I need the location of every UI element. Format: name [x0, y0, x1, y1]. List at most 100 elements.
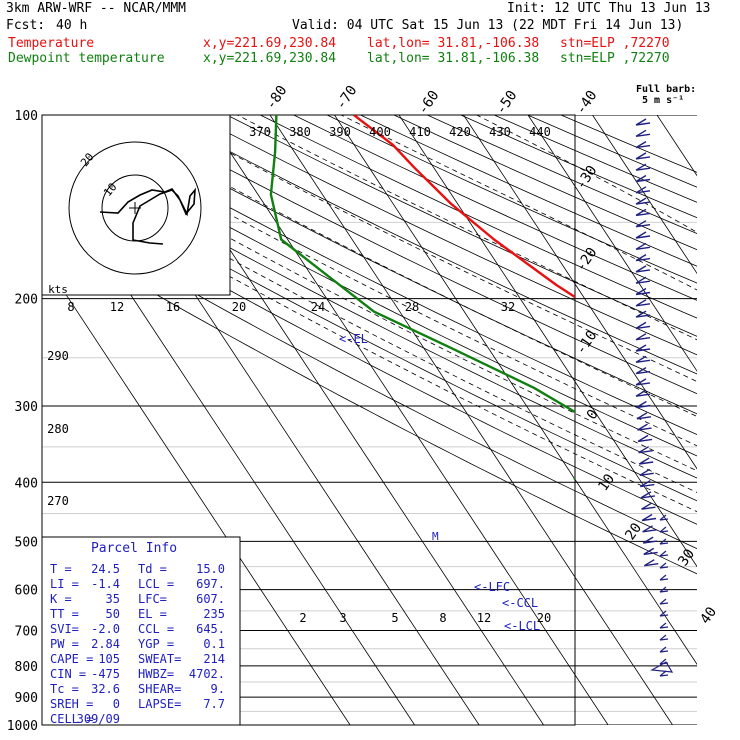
isotherm-label: -70	[333, 83, 361, 113]
pressure-tick-label: 400	[15, 476, 38, 491]
isotherm-label: 40	[697, 604, 720, 627]
dry-adiabat	[427, 115, 697, 234]
moist-adiabat	[51, 115, 697, 447]
theta-e-label: 28	[405, 300, 419, 314]
parcel-row-value: 50	[106, 607, 120, 621]
dry-adiabat	[326, 115, 697, 284]
wind-barb	[643, 559, 659, 567]
diagram-frame	[41, 114, 576, 726]
dry-adiabat	[59, 115, 697, 436]
wind-barb	[635, 389, 651, 397]
parcel-row-label: K =	[50, 592, 72, 606]
wind-barb	[659, 574, 669, 581]
wind-barb	[650, 661, 674, 673]
parcel-row-label: EL =	[138, 607, 167, 621]
wind-barb	[635, 197, 651, 205]
pressure-tick-label: 500	[15, 535, 38, 550]
parcel-row-value: 235	[203, 607, 225, 621]
init-time: Init: 12 UTC Thu 13 Jun 13	[507, 1, 711, 16]
parcel-row-value: -2.0	[91, 622, 120, 636]
isotherm-label: -10	[573, 328, 601, 358]
wind-barb	[638, 446, 653, 454]
wind-barb	[635, 253, 651, 262]
dry-adiabat	[42, 205, 697, 550]
wind-barb	[642, 525, 657, 533]
wind-barb	[635, 321, 651, 330]
parcel-row-label: LI =	[50, 577, 79, 591]
moist-adiabat	[340, 115, 697, 291]
parcel-row-value: 105	[98, 652, 120, 666]
dry-adiabat	[560, 115, 697, 173]
wind-barb	[642, 536, 658, 544]
isotherm-label: -40	[573, 88, 601, 118]
el-marker: <-EL	[339, 332, 368, 346]
m-marker: M	[432, 530, 439, 543]
theta-label: 370	[249, 125, 271, 139]
legend-temperature-latlon: lat,lon= 31.81,-106.38	[367, 36, 540, 51]
dry-adiabat	[393, 115, 697, 251]
lfc-marker: <-LFC	[474, 580, 510, 594]
wind-barb	[636, 412, 652, 420]
isotherm-line	[269, 115, 673, 725]
parcel-row-label: CAPE =	[50, 652, 93, 666]
parcel-row-label: CELL =	[50, 712, 93, 726]
parcel-row-value: 32.6	[91, 682, 120, 696]
parcel-row-value: 24.5	[91, 562, 120, 576]
wind-barb	[659, 562, 669, 569]
wind-barb	[659, 598, 669, 605]
dry-adiabat	[260, 115, 697, 319]
pressure-tick-label: 300	[15, 400, 38, 415]
parcel-row-value: 0	[113, 697, 120, 711]
barb-legend-title: Full barb:	[636, 84, 697, 95]
dry-adiabat	[360, 115, 697, 267]
theta-label: 280	[47, 422, 69, 436]
wind-barb	[643, 547, 658, 556]
dry-adiabat	[42, 142, 697, 479]
parcel-row-value: 7.7	[203, 697, 225, 711]
wind-barb	[635, 299, 651, 307]
pressure-tick-label: 1000	[7, 719, 38, 734]
dry-adiabat	[42, 183, 697, 525]
isotherm-line	[205, 115, 609, 725]
isotherm-line	[463, 115, 697, 470]
wind-barb	[635, 333, 651, 341]
legend-temperature-xy: x,y=221.69,230.84	[203, 36, 337, 51]
parcel-row-label: SWEAT=	[138, 652, 181, 666]
isotherm-label: -60	[415, 88, 443, 118]
isotherm-label: 10	[595, 471, 618, 494]
parcel-row-label: TT =	[50, 607, 79, 621]
isotherm-line	[398, 115, 697, 568]
isotherm-line	[42, 257, 351, 725]
mixing-ratio-label: 12	[477, 611, 491, 625]
parcel-row-label: YGP =	[138, 637, 174, 651]
theta-e-label: 8	[67, 300, 74, 314]
wind-barb	[635, 208, 651, 217]
isotherm-label: -20	[573, 245, 601, 275]
ccl-marker: <-CCL	[502, 596, 538, 610]
wind-barb	[635, 231, 651, 239]
wind-barb	[659, 526, 669, 533]
wind-barb	[637, 434, 653, 443]
wind-barbs	[635, 118, 674, 677]
forecast-label: Fcst:	[6, 18, 46, 33]
mixing-ratio-label: 20	[537, 611, 551, 625]
hodograph-trace	[99, 187, 196, 245]
wind-barb	[659, 634, 669, 641]
moist-adiabat	[98, 115, 697, 417]
parcel-row-value: 0.1	[203, 637, 225, 651]
wind-barb	[640, 491, 655, 499]
theta-label: 290	[47, 349, 69, 363]
wind-barb	[635, 140, 651, 149]
isotherm-line	[722, 115, 740, 725]
pressure-tick-label: 700	[15, 625, 38, 640]
wind-barb	[641, 502, 656, 510]
dewpoint-trace	[269, 115, 575, 481]
parcel-row-label: LCL =	[138, 577, 174, 591]
wind-barb	[635, 378, 651, 386]
isotherm-line	[527, 115, 697, 372]
wind-barb	[635, 242, 651, 250]
parcel-row-label: SREH =	[50, 697, 93, 711]
legend-temperature-name: Temperature	[8, 36, 95, 51]
theta-label: 390	[329, 125, 351, 139]
